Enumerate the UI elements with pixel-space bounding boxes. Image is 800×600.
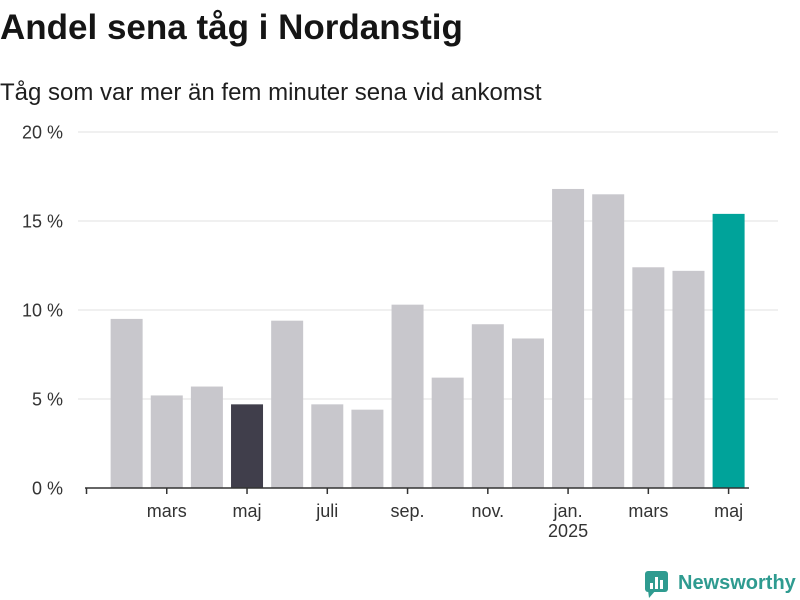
x-tick-label: juli xyxy=(315,501,338,521)
bar-2024-11 xyxy=(471,324,504,488)
newsworthy-logo-icon xyxy=(645,571,668,598)
y-tick-label: 20 % xyxy=(22,123,63,143)
y-tick-label: 10 % xyxy=(22,301,63,321)
bar-2024-07 xyxy=(311,404,344,488)
bar-2024-05 xyxy=(231,404,264,488)
y-tick-label: 5 % xyxy=(32,390,63,410)
bar-2024-08 xyxy=(351,409,384,488)
bar-2025-01 xyxy=(552,188,585,488)
x-tick-label: maj xyxy=(233,501,262,521)
x-axis: mars maj juli sep. nov. jan.2025 mars maj xyxy=(85,487,749,541)
x-tick-label: mars xyxy=(147,501,187,521)
bar-2025-03 xyxy=(632,267,665,488)
bar-2024-02 xyxy=(110,318,143,488)
brand-logo: Newsworthy xyxy=(645,571,797,598)
bar-2024-04 xyxy=(190,386,223,488)
chart-subtitle: Tåg som var mer än fem minuter sena vid … xyxy=(0,79,542,106)
y-tick-label: 0 % xyxy=(32,479,63,499)
bar-2024-12 xyxy=(511,338,544,488)
x-tick-label: sep. xyxy=(391,501,425,521)
x-tick-label: jan. xyxy=(553,501,583,521)
bar-2025-05 xyxy=(712,213,745,488)
chart-title: Andel sena tåg i Nordanstig xyxy=(0,8,463,47)
y-axis: 0 % 5 % 10 % 15 % 20 % xyxy=(22,123,63,499)
bar-2024-06 xyxy=(271,320,304,488)
x-tick-label: mars xyxy=(628,501,668,521)
bar-2024-10 xyxy=(431,377,464,488)
bar-2024-03 xyxy=(150,395,183,488)
x-tick-label: nov. xyxy=(471,501,504,521)
bars xyxy=(110,188,745,489)
bar-2025-02 xyxy=(592,194,625,489)
y-tick-label: 15 % xyxy=(22,212,63,232)
bar-2025-04 xyxy=(672,270,705,488)
brand-name: Newsworthy xyxy=(678,572,797,594)
bar-2024-09 xyxy=(391,304,424,488)
x-tick-label: maj xyxy=(714,501,743,521)
x-tick-sublabel: 2025 xyxy=(548,521,588,541)
